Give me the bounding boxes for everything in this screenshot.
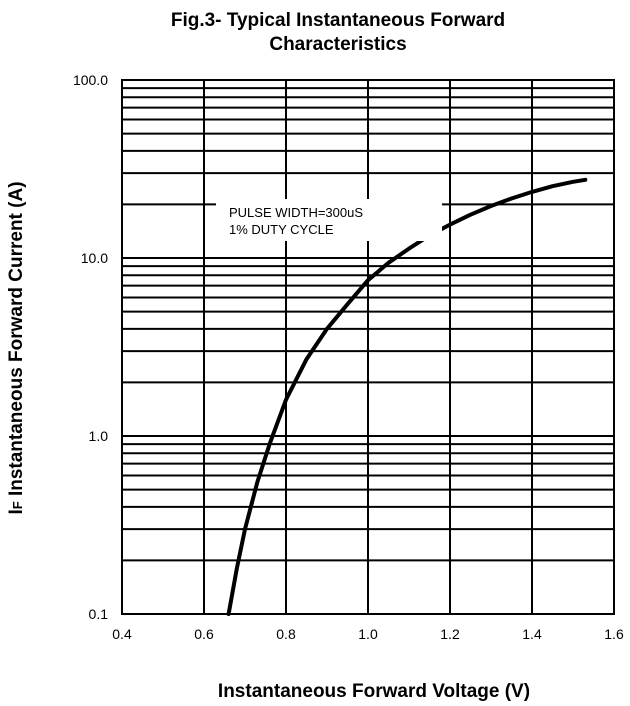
chart-title-line-1: Fig.3- Typical Instantaneous Forward (171, 10, 505, 31)
series-layer (226, 177, 588, 616)
x-tick-label: 0.8 (276, 626, 296, 642)
x-tick-label: 0.6 (194, 626, 214, 642)
annotation-line-1: PULSE WIDTH=300uS (229, 205, 363, 220)
y-axis-title: IF Instantaneous Forward Current (A) (6, 181, 27, 514)
annotation-line-2: 1% DUTY CYCLE (229, 222, 334, 237)
x-tick-label: 0.4 (112, 626, 132, 642)
y-axis-title-text: Instantaneous Forward Current (A) (6, 181, 27, 501)
x-tick-label: 1.6 (604, 626, 624, 642)
y-tick-label: 10.0 (81, 250, 108, 266)
plot-frame (121, 79, 615, 615)
annotation-box: PULSE WIDTH=300uS 1% DUTY CYCLE (216, 199, 442, 241)
x-tick-label: 1.0 (358, 626, 378, 642)
y-axis-title-symbol: I (6, 509, 27, 514)
grid (121, 80, 615, 615)
forward-current-curve (226, 177, 588, 616)
x-tick-label: 1.4 (522, 626, 542, 642)
y-tick-label: 100.0 (73, 72, 108, 88)
y-tick-label: 1.0 (89, 428, 109, 444)
annotation-background (216, 199, 442, 241)
y-axis-title-subscript: F (10, 501, 25, 509)
x-tick-label: 1.2 (440, 626, 460, 642)
tick-labels: 0.4 0.6 0.8 1.0 1.2 1.4 1.6 0.1 1.0 10.0 100.0 (73, 72, 624, 642)
x-axis-title: Instantaneous Forward Voltage (V) (218, 681, 530, 702)
y-tick-label: 0.1 (89, 606, 109, 622)
chart-title-line-2: Characteristics (269, 34, 406, 55)
